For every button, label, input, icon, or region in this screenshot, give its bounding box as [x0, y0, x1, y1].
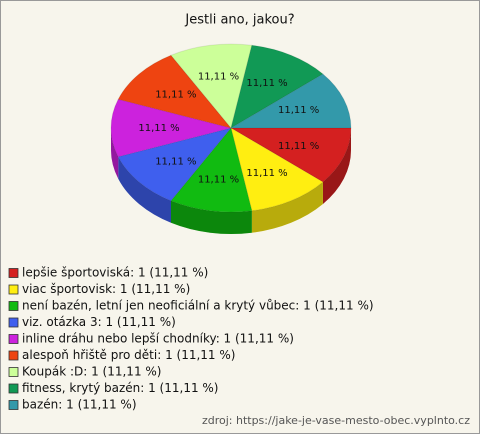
- value-label: 11,11 %: [155, 90, 196, 101]
- legend-label: viac športovisk: 1 (11,11 %): [22, 282, 190, 296]
- legend-swatch: [8, 317, 19, 328]
- legend-swatch: [8, 400, 19, 410]
- slice: [117, 54, 233, 129]
- legend-swatch: [8, 268, 19, 278]
- slice-side: [322, 128, 351, 204]
- legend-swatch: [8, 334, 19, 344]
- legend-label: lepšie športoviská: 1 (11,11 %): [22, 266, 208, 280]
- legend-swatch: [8, 301, 19, 311]
- value-label: 11,11 %: [198, 174, 239, 185]
- value-label: 11,11 %: [278, 105, 319, 116]
- legend-swatch: [8, 350, 19, 361]
- chart-title: Jestli ano, jakou?: [184, 13, 294, 28]
- legend-label: inline dráhu nebo lepší chodníky: 1 (11,…: [22, 332, 294, 346]
- slice: [117, 127, 233, 202]
- side-shade: [322, 128, 351, 204]
- legend-label: bazén: 1 (11,11 %): [22, 398, 137, 412]
- slice: [230, 44, 324, 130]
- value-label: 11,11 %: [246, 168, 287, 179]
- legend-swatch: [8, 284, 19, 295]
- source: zdroj: https://jake-je-vase-mesto-obec.v…: [202, 414, 470, 427]
- value-label: 11,11 %: [246, 78, 287, 89]
- legend-label: alespoň hřiště pro děti: 1 (11,11 %): [22, 348, 235, 362]
- slice: [170, 126, 253, 213]
- side-shade: [171, 200, 252, 235]
- slice: [229, 73, 352, 129]
- legend-label: není bazén, letní jen neoficiální a kryt…: [22, 299, 374, 313]
- slice: [230, 126, 324, 212]
- legend-swatch: [8, 367, 19, 377]
- side-shade: [118, 156, 171, 223]
- side-shade: [251, 181, 323, 233]
- legend-label: fitness, krytý bazén: 1 (11,11 %): [22, 381, 219, 395]
- legend-label: viz. otázka 3: 1 (11,11 %): [22, 315, 176, 329]
- slice: [110, 98, 232, 158]
- value-label: 11,11 %: [278, 141, 319, 152]
- slice-side: [171, 200, 252, 235]
- slice-side: [251, 181, 323, 233]
- slice-side: [111, 128, 119, 179]
- slice: [170, 43, 253, 130]
- slice: [229, 127, 352, 183]
- value-label: 11,11 %: [198, 72, 239, 83]
- legend-label: Koupák :D: 1 (11,11 %): [22, 365, 161, 379]
- slice-side: [118, 156, 171, 223]
- side-shade: [111, 128, 119, 179]
- value-label: 11,11 %: [138, 123, 179, 134]
- legend-swatch: [8, 383, 19, 394]
- value-label: 11,11 %: [155, 156, 196, 167]
